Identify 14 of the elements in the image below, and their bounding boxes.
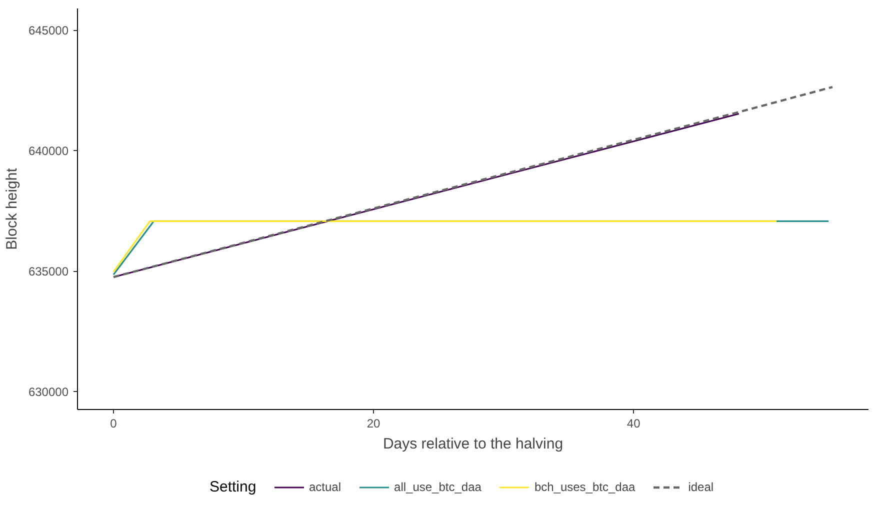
legend-label: bch_uses_btc_daa xyxy=(534,480,636,494)
legend-label: ideal xyxy=(688,480,714,494)
x-tick-label: 40 xyxy=(626,416,641,430)
y-tick-label: 635000 xyxy=(28,264,69,279)
x-tick-label: 20 xyxy=(366,416,381,430)
y-tick-label: 645000 xyxy=(28,24,69,38)
x-axis-title: Days relative to the halving xyxy=(382,436,564,452)
y-axis-title: Block height xyxy=(3,167,20,250)
y-tick-label: 640000 xyxy=(28,144,69,158)
legend-label: all_use_btc_daa xyxy=(394,480,482,494)
x-tick-label: 0 xyxy=(110,416,118,430)
y-tick-label: 630000 xyxy=(28,384,69,399)
legend-label: actual xyxy=(309,480,342,494)
legend-title: Setting xyxy=(210,478,256,496)
